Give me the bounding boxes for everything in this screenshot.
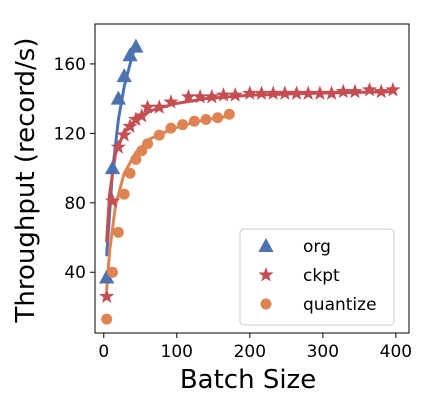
ckpt-point [288,85,305,100]
ckpt-point [128,111,144,126]
legend-ckpt-label: ckpt [303,266,340,286]
ckpt-point [361,81,378,97]
legend-org-label: org [303,237,331,257]
quantize-point [165,122,177,134]
org-point [122,47,138,62]
ckpt-point [192,88,208,104]
legend-box [239,228,395,326]
ckpt-point [347,83,363,99]
quantize-point [142,138,154,150]
x-tick-label: 100 [161,342,193,362]
quantize-point [107,266,119,278]
quantize-point [188,115,200,127]
quantize-point [177,119,189,131]
ckpt-point [265,85,281,100]
quantize-point [153,129,165,141]
ckpt-point [122,118,138,133]
org-point [116,68,132,83]
quantize-point [124,167,136,179]
legend-quantize-label: quantize [303,295,377,315]
ckpt-point [300,85,316,100]
ckpt-point [163,94,179,109]
org-point [110,90,126,105]
quantize-point [118,188,130,200]
ckpt-point [323,85,340,100]
ckpt-point [253,85,270,100]
ckpt-point [134,108,150,123]
x-tick-label: 200 [234,342,266,362]
ckpt-point [335,83,351,99]
ckpt-point [385,81,401,97]
quantize-point [101,313,113,325]
ckpt-point [215,87,232,102]
x-axis-ticks: 0 100 200 300 400 [98,333,412,362]
quantize-point [200,113,212,125]
ckpt-point [104,193,121,208]
quantize-point [223,108,235,120]
legend: org ckpt quantize [239,228,395,326]
org-point [99,269,115,284]
ckpt-point [110,139,126,154]
org-point [104,160,121,175]
ckpt-point [139,99,156,114]
x-tick-label: 0 [98,342,109,362]
y-axis-label: Throughput (record/s) [11,38,41,324]
y-tick-label: 80 [64,194,86,214]
y-tick-label: 40 [64,263,86,283]
y-tick-label: 120 [54,124,86,144]
ckpt-point [99,288,115,304]
org-point [128,38,144,53]
x-tick-label: 400 [380,342,412,362]
y-tick-label: 160 [54,55,86,75]
x-tick-label: 300 [307,342,339,362]
quantize-point [112,226,124,238]
x-axis-label: Batch Size [180,365,316,395]
legend-ckpt-marker [258,267,274,282]
ckpt-point [227,87,243,102]
ckpt-point [204,88,220,104]
quantize-point [212,112,224,124]
quantize-point [130,153,142,165]
y-axis-ticks: 40 80 120 160 [54,55,95,283]
ckpt-point [151,99,167,114]
ckpt-point [312,85,328,100]
legend-quantize-marker [260,298,272,310]
legend-org-marker [258,238,274,252]
ckpt-point [180,88,197,104]
ckpt-point [242,85,258,100]
ckpt-point [116,127,132,142]
ckpt-point [277,85,293,100]
data-markers [99,38,401,325]
ckpt-point [373,83,389,99]
